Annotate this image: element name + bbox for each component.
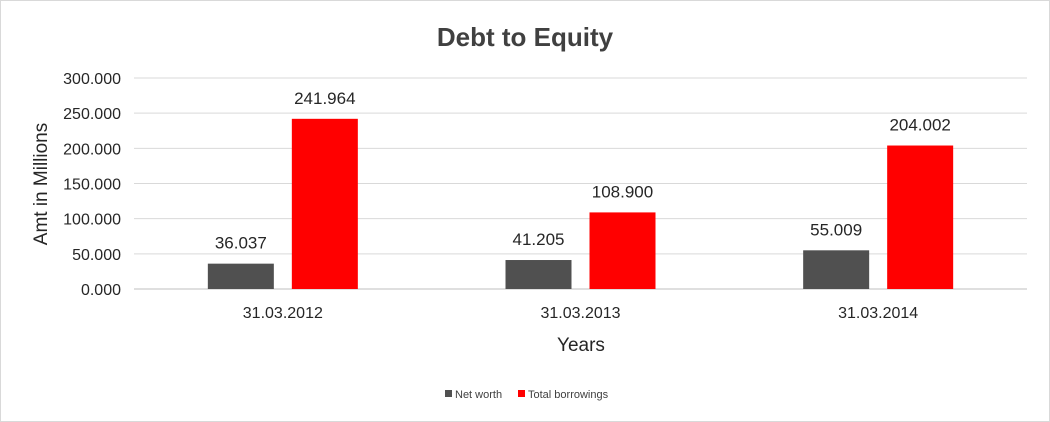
gridlines [134,77,1027,290]
bar-net-worth [803,250,870,289]
bar-total-borrowings [887,145,954,289]
x-axis-title: Years [557,335,605,356]
legend-swatch [518,390,525,397]
bar-total-borrowings [291,118,358,289]
chart-title: Debt to Equity [437,22,614,52]
data-label: 41.205 [513,230,565,249]
bar-total-borrowings [589,212,656,289]
y-tick-label: 250.000 [63,106,121,123]
data-label: 204.002 [889,116,950,135]
y-tick-label: 300.000 [63,71,121,88]
y-tick-label: 50.000 [72,247,121,264]
data-label: 55.009 [810,220,862,239]
y-tick-label: 200.000 [63,141,121,158]
data-label: 36.037 [215,234,267,253]
y-tick-label: 0.000 [81,282,121,299]
legend-label: Total borrowings [528,389,609,401]
bar-net-worth [207,263,274,289]
x-tick-label: 31.03.2014 [838,305,918,322]
legend: Net worth Total borrowings [445,389,609,401]
data-label: 241.964 [294,89,355,108]
bar-net-worth [505,260,572,289]
bars [207,118,954,289]
y-tick-label: 150.000 [63,177,121,194]
data-labels: 36.037 241.964 41.205 108.900 55.009 204.002 [215,89,951,253]
x-tick-label: 31.03.2013 [540,305,620,322]
data-label: 108.900 [592,182,653,201]
x-tick-label: 31.03.2012 [243,305,323,322]
legend-label: Net worth [455,389,502,401]
y-tick-label: 100.000 [63,212,121,229]
legend-swatch [445,390,452,397]
y-axis-tick-labels: 0.000 50.000 100.000 150.000 200.000 250.000 3… [63,71,121,299]
y-axis-title: Amt in Millions [31,123,52,245]
x-axis-tick-labels: 31.03.2012 31.03.2013 31.03.2014 [243,305,919,322]
